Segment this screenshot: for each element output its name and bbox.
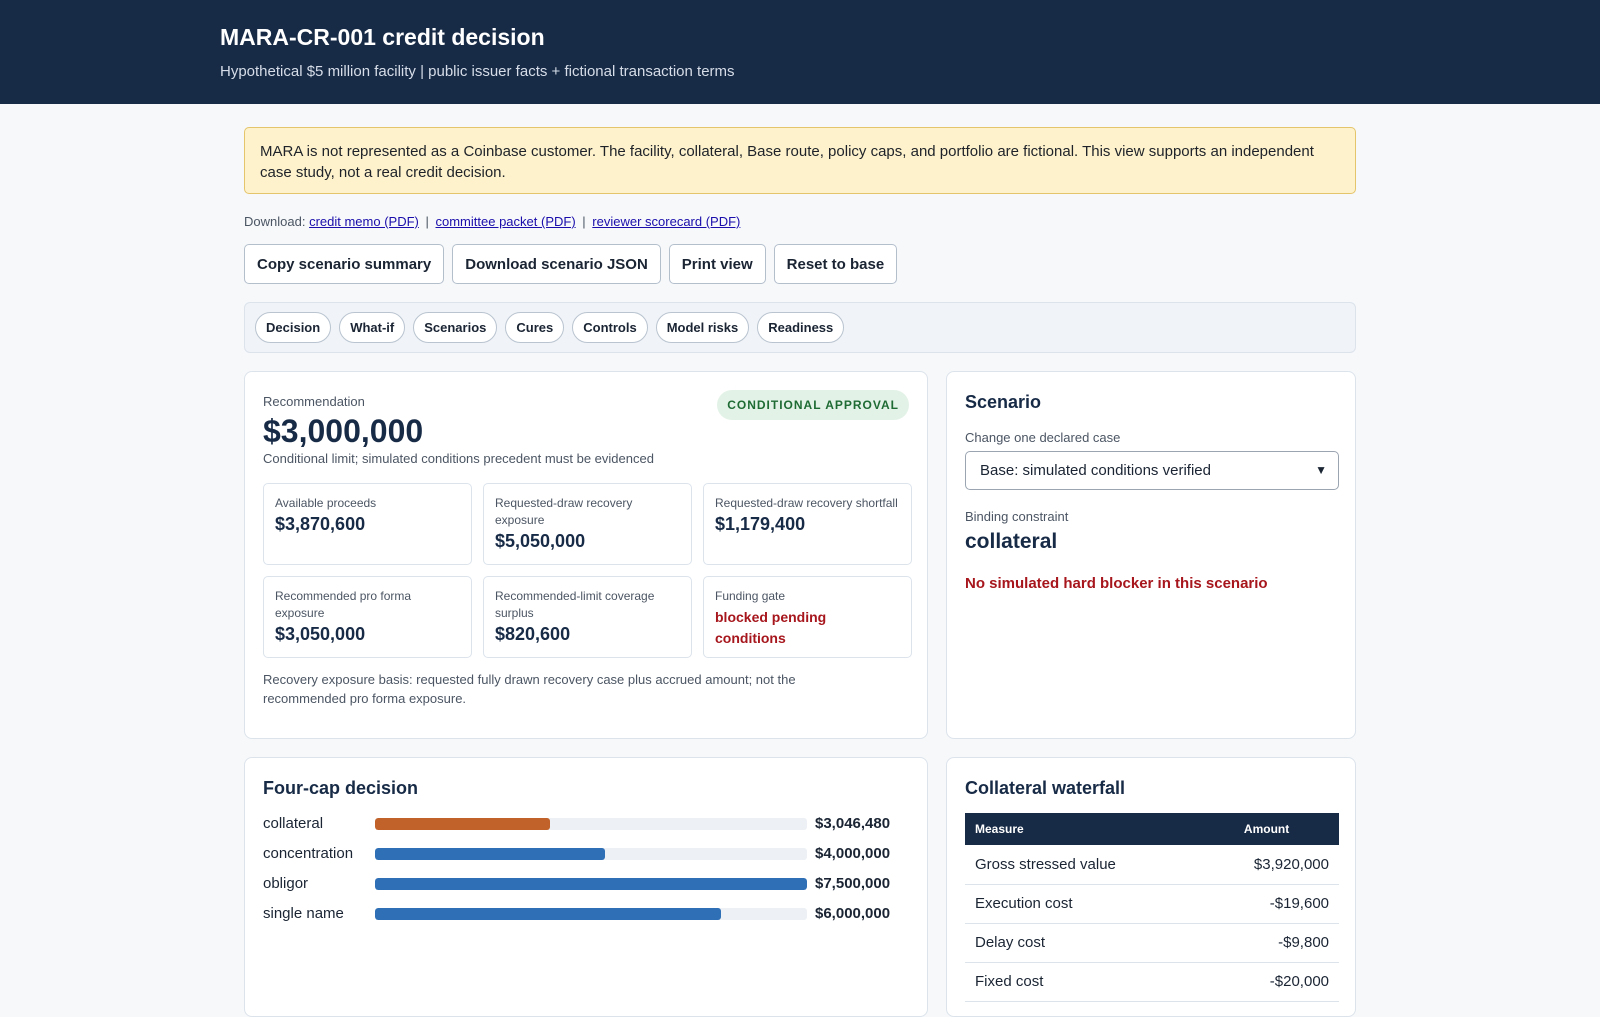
cap-name: collateral (263, 815, 324, 832)
cap-bar-fill (375, 818, 551, 830)
table-header-row: Measure Amount (965, 813, 1339, 845)
cap-value: $4,000,000 (815, 845, 891, 862)
table-row: Fixed cost -$20,000 (965, 962, 1339, 1002)
binding-constraint-value: collateral (965, 530, 1058, 553)
scenario-select[interactable]: Base: simulated conditions verified ▼ (965, 451, 1339, 490)
metric-recovery-exposure: Requested-draw recovery exposure $5,050,… (483, 483, 692, 565)
metric-value: $3,050,000 (275, 624, 366, 644)
page-header: MARA-CR-001 credit decision Hypothetical… (0, 0, 1600, 104)
collateral-waterfall-card: Collateral waterfall Measure Amount Gros… (946, 757, 1356, 1017)
cap-name: obligor (263, 875, 309, 892)
metric-label: Requested-draw recovery exposure (495, 496, 633, 527)
cap-row-concentration: concentration $4,000,000 (263, 844, 911, 864)
metric-value: $3,870,600 (275, 514, 366, 534)
metric-funding-gate: Funding gate blocked pending conditions (703, 576, 912, 658)
action-toolbar: Copy scenario summary Download scenario … (244, 244, 898, 284)
metric-label: Available proceeds (275, 496, 377, 510)
download-links: Download: credit memo (PDF) | committee … (244, 214, 740, 229)
metric-value: $820,600 (495, 624, 571, 644)
tab-cures[interactable]: Cures (505, 312, 565, 343)
page-title: MARA-CR-001 credit decision (220, 24, 545, 50)
credit-memo-link[interactable]: credit memo (PDF) (309, 214, 419, 229)
metric-pro-forma-exposure: Recommended pro forma exposure $3,050,00… (263, 576, 472, 658)
cap-value: $7,500,000 (815, 875, 891, 892)
reviewer-scorecard-link[interactable]: reviewer scorecard (PDF) (592, 214, 741, 229)
table-row: Execution cost -$19,600 (965, 884, 1339, 924)
amount-cell: $3,920,000 (1243, 845, 1339, 885)
tab-model-risks[interactable]: Model risks (655, 312, 750, 343)
column-header-amount: Amount (1243, 813, 1339, 845)
tab-scenarios[interactable]: Scenarios (413, 312, 498, 343)
measure-cell: Gross stressed value (965, 845, 1244, 885)
measure-cell: Delay cost (965, 923, 1244, 963)
reset-base-button[interactable]: Reset to base (773, 244, 898, 284)
link-separator: | (425, 214, 429, 229)
metric-label: Recommended-limit coverage surplus (495, 589, 655, 620)
metric-available-proceeds: Available proceeds $3,870,600 (263, 483, 472, 565)
four-cap-card: Four-cap decision collateral $3,046,480 … (244, 757, 928, 1017)
metric-value: $5,050,000 (495, 531, 586, 551)
disclaimer-notice: MARA is not represented as a Coinbase cu… (244, 127, 1356, 194)
recommendation-card: Recommendation $3,000,000 Conditional li… (244, 371, 928, 739)
metric-label: Recommended pro forma exposure (275, 589, 412, 620)
metric-coverage-surplus: Recommended-limit coverage surplus $820,… (483, 576, 692, 658)
metric-value: $1,179,400 (715, 514, 806, 534)
copy-summary-button[interactable]: Copy scenario summary (244, 244, 445, 284)
print-view-button[interactable]: Print view (668, 244, 766, 284)
cap-value: $6,000,000 (815, 905, 891, 922)
scenario-selected-value: Base: simulated conditions verified (980, 462, 1211, 479)
cap-bar-track (375, 848, 807, 860)
waterfall-table: Measure Amount Gross stressed value $3,9… (965, 813, 1339, 1002)
cap-bar-track (375, 878, 807, 890)
metric-label: Funding gate (715, 589, 786, 603)
link-separator: | (582, 214, 586, 229)
amount-cell: -$20,000 (1243, 962, 1339, 1002)
four-cap-title: Four-cap decision (263, 778, 419, 798)
table-row: Gross stressed value $3,920,000 (965, 845, 1339, 885)
recommendation-subtitle: Conditional limit; simulated conditions … (263, 451, 654, 466)
cap-bar-track (375, 908, 807, 920)
cap-value: $3,046,480 (815, 815, 891, 832)
tab-decision[interactable]: Decision (255, 312, 332, 343)
scenario-title: Scenario (965, 392, 1042, 412)
tab-readiness[interactable]: Readiness (757, 312, 845, 343)
column-header-measure: Measure (965, 813, 1244, 845)
recovery-basis-note: Recovery exposure basis: requested fully… (263, 672, 796, 706)
amount-cell: -$9,800 (1243, 923, 1339, 963)
cap-bar-track (375, 818, 807, 830)
committee-packet-link[interactable]: committee packet (PDF) (435, 214, 576, 229)
cap-row-collateral: collateral $3,046,480 (263, 814, 911, 834)
download-label: Download: (244, 214, 306, 229)
section-tabs: Decision What-if Scenarios Cures Control… (244, 302, 1356, 353)
measure-cell: Fixed cost (965, 962, 1244, 1002)
recommendation-label: Recommendation (263, 394, 365, 409)
scenario-select-label: Change one declared case (965, 430, 1121, 445)
chevron-down-icon: ▼ (1315, 463, 1327, 477)
amount-cell: -$19,600 (1243, 884, 1339, 924)
tab-controls[interactable]: Controls (572, 312, 648, 343)
cap-row-obligor: obligor $7,500,000 (263, 874, 911, 894)
binding-constraint-label: Binding constraint (965, 509, 1069, 524)
status-badge: CONDITIONAL APPROVAL (717, 390, 909, 420)
cap-name: single name (263, 905, 344, 922)
metric-recovery-shortfall: Requested-draw recovery shortfall $1,179… (703, 483, 912, 565)
scenario-card: Scenario Change one declared case Base: … (946, 371, 1356, 739)
metric-value: blocked pending conditions (715, 609, 827, 646)
tab-what-if[interactable]: What-if (339, 312, 406, 343)
cap-row-single-name: single name $6,000,000 (263, 904, 911, 924)
hard-blocker-status: No simulated hard blocker in this scenar… (965, 575, 1268, 592)
table-row: Delay cost -$9,800 (965, 923, 1339, 963)
measure-cell: Execution cost (965, 884, 1244, 924)
cap-bar-fill (375, 908, 721, 920)
download-json-button[interactable]: Download scenario JSON (452, 244, 661, 284)
recommendation-amount: $3,000,000 (263, 413, 424, 449)
cap-name: concentration (263, 845, 354, 862)
cap-bar-fill (375, 878, 807, 890)
metrics-grid: Available proceeds $3,870,600 Requested-… (263, 483, 912, 658)
cap-bar-fill (375, 848, 606, 860)
metric-label: Requested-draw recovery shortfall (715, 496, 898, 510)
waterfall-title: Collateral waterfall (965, 778, 1126, 798)
page-subtitle: Hypothetical $5 million facility | publi… (220, 63, 735, 80)
